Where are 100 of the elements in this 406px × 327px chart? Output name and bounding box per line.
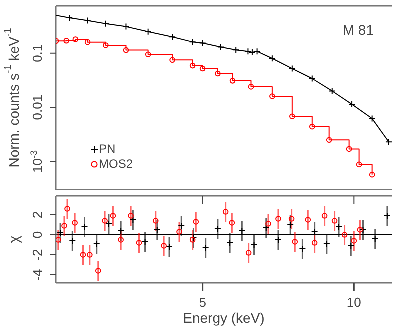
point bbox=[72, 220, 78, 226]
point bbox=[292, 239, 298, 245]
point bbox=[118, 228, 125, 234]
point bbox=[336, 224, 343, 230]
y-tick-label: 0.1 bbox=[30, 44, 45, 62]
point bbox=[356, 162, 362, 168]
point bbox=[351, 238, 358, 244]
point bbox=[170, 57, 176, 64]
point bbox=[346, 146, 352, 152]
point bbox=[262, 224, 270, 232]
point bbox=[322, 213, 328, 219]
point bbox=[305, 217, 312, 223]
point bbox=[311, 228, 318, 236]
point bbox=[176, 229, 182, 235]
point bbox=[229, 220, 236, 226]
point bbox=[222, 209, 229, 215]
point bbox=[287, 222, 294, 228]
point bbox=[152, 218, 159, 224]
point bbox=[87, 252, 93, 258]
point bbox=[384, 212, 391, 220]
point bbox=[276, 216, 282, 222]
legend-label: MOS2 bbox=[99, 157, 134, 172]
point bbox=[270, 94, 276, 100]
point bbox=[274, 236, 282, 244]
point bbox=[369, 172, 376, 178]
point bbox=[268, 55, 276, 62]
point bbox=[290, 114, 296, 120]
point bbox=[102, 218, 108, 224]
point bbox=[62, 223, 68, 229]
point bbox=[199, 40, 206, 47]
point bbox=[123, 47, 130, 54]
y-tick-label: 0 bbox=[30, 231, 45, 239]
point bbox=[144, 28, 152, 36]
point bbox=[72, 36, 79, 42]
point bbox=[190, 62, 196, 69]
point bbox=[118, 237, 124, 243]
point bbox=[312, 240, 318, 246]
point bbox=[254, 48, 261, 56]
point bbox=[142, 238, 149, 246]
point bbox=[232, 46, 240, 54]
point bbox=[166, 244, 174, 250]
point bbox=[332, 218, 338, 224]
point bbox=[226, 240, 234, 246]
point bbox=[328, 88, 336, 95]
point bbox=[357, 227, 364, 233]
point bbox=[342, 232, 348, 238]
point bbox=[105, 220, 112, 228]
point bbox=[64, 38, 70, 44]
point bbox=[130, 216, 137, 224]
legend-label: PN bbox=[99, 142, 116, 157]
point bbox=[178, 222, 186, 230]
point bbox=[56, 237, 62, 243]
point bbox=[136, 240, 142, 246]
point bbox=[288, 216, 295, 222]
point bbox=[64, 206, 70, 212]
point bbox=[161, 243, 167, 249]
point bbox=[368, 115, 376, 122]
point bbox=[154, 226, 161, 234]
point bbox=[323, 240, 330, 248]
point bbox=[230, 78, 236, 84]
point bbox=[266, 221, 272, 227]
point bbox=[250, 242, 258, 248]
y-tick-label: -4 bbox=[30, 269, 45, 281]
point bbox=[244, 48, 252, 56]
point bbox=[309, 124, 316, 130]
y-axis-title: χ bbox=[6, 235, 22, 244]
x-tick-label: 10 bbox=[346, 295, 362, 310]
point bbox=[248, 84, 254, 90]
point bbox=[103, 42, 109, 48]
point bbox=[80, 252, 86, 258]
point bbox=[190, 234, 198, 242]
point bbox=[95, 268, 102, 274]
point bbox=[193, 219, 200, 225]
point bbox=[189, 38, 196, 46]
point bbox=[110, 213, 116, 219]
point bbox=[145, 52, 152, 58]
y-tick-label: -2 bbox=[30, 249, 45, 261]
point bbox=[288, 65, 296, 72]
point bbox=[214, 226, 222, 232]
point bbox=[248, 48, 256, 56]
point bbox=[200, 66, 206, 72]
point bbox=[66, 14, 74, 22]
point bbox=[93, 240, 100, 248]
point bbox=[102, 20, 110, 28]
point bbox=[326, 137, 332, 144]
point bbox=[69, 238, 76, 244]
point bbox=[215, 70, 221, 77]
point bbox=[84, 39, 91, 46]
point bbox=[372, 236, 379, 242]
x-tick-label: 5 bbox=[199, 295, 206, 310]
y-tick-label: 2 bbox=[30, 211, 45, 219]
point bbox=[348, 100, 356, 108]
x-axis-title: Energy (keV) bbox=[183, 310, 265, 326]
y-tick-label: 0.01 bbox=[30, 94, 45, 120]
point bbox=[128, 213, 134, 219]
point bbox=[190, 237, 196, 243]
point bbox=[238, 228, 246, 234]
point bbox=[81, 224, 88, 230]
point bbox=[299, 246, 306, 252]
point bbox=[122, 23, 130, 30]
